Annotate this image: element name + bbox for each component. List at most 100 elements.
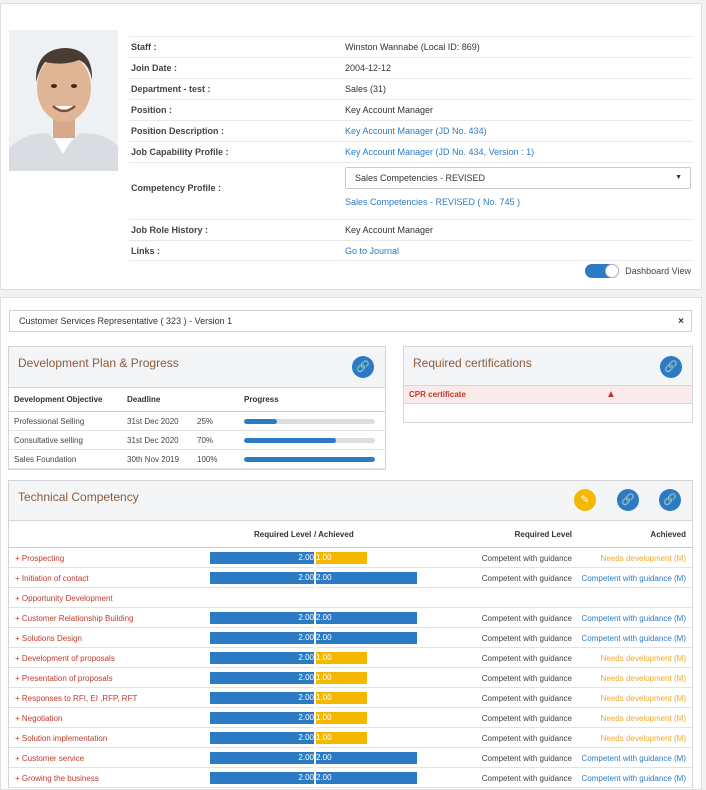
technical-competency-panel: Technical Competency ✎ 🔗 🔗 Required Leve… (8, 480, 693, 788)
certifications-header: Required certifications 🔗 (404, 347, 692, 386)
level-divider (314, 628, 316, 648)
competency-row[interactable]: + Customer service 2.00 2.00 Competent with… (9, 748, 692, 768)
level-divider (314, 728, 316, 748)
link-icon[interactable]: 🔗 (617, 489, 639, 511)
links-label: Links : (131, 245, 161, 256)
required-level-bar: 2.00 (210, 712, 315, 724)
progress-cell (244, 418, 376, 424)
competency-name[interactable]: + Opportunity Development (15, 594, 113, 603)
level-divider (314, 568, 316, 588)
deadline-cell: 30th Nov 2019 (127, 454, 180, 464)
achieved-level-bar: 1.00 (315, 692, 367, 704)
position-description-link[interactable]: Key Account Manager (JD No. 434) (345, 126, 487, 136)
certification-row[interactable]: CPR certificate ▲ (404, 386, 692, 404)
competency-row[interactable]: + Presentation of proposals 2.00 1.00 Compe… (9, 668, 692, 688)
competency-row[interactable]: + Opportunity Development (9, 588, 692, 608)
job-capability-link[interactable]: Key Account Manager (JD No. 434, Version… (345, 147, 535, 157)
progress-bar (244, 437, 375, 443)
competency-row[interactable]: + Development of proposals 2.00 1.00 Compet… (9, 648, 692, 668)
competency-name[interactable]: + Presentation of proposals (15, 674, 113, 683)
competency-row[interactable]: + Solution implementation 2.00 1.00 Compete… (9, 728, 692, 748)
link-icon[interactable]: 🔗 (352, 356, 374, 378)
competency-card: Customer Services Representative ( 323 )… (0, 297, 702, 790)
join-date-value: 2004-12-12 (345, 63, 392, 73)
job-capability-row: Job Capability Profile : Key Account Man… (129, 141, 693, 162)
position-row: Position : Key Account Manager (129, 99, 693, 120)
competency-profile-row: Competency Profile : Sales Competencies … (129, 162, 693, 219)
technical-competency-rows: + Prospecting 2.00 1.00 Competent with guid… (9, 548, 692, 788)
competency-name[interactable]: + Development of proposals (15, 654, 115, 663)
achieved-level-bar: 2.00 (315, 612, 417, 624)
objective-cell: Consultative selling (14, 435, 83, 445)
competency-name[interactable]: + Solutions Design (15, 634, 82, 643)
col-required-level: Required Level (254, 530, 312, 539)
staff-photo (9, 30, 118, 171)
close-icon[interactable]: × (678, 316, 684, 327)
level-divider (314, 708, 316, 728)
level-divider (314, 668, 316, 688)
progress-bar (244, 418, 375, 424)
competency-row[interactable]: + Responses to RFI, EI ,RFP, RFT 2.00 1.00… (9, 688, 692, 708)
required-certifications-panel: Required certifications 🔗 CPR certificat… (403, 346, 693, 423)
technical-competency-header: Technical Competency ✎ 🔗 🔗 (9, 481, 692, 521)
competency-name[interactable]: + Customer Relationship Building (15, 614, 134, 623)
join-date-label: Join Date : (131, 63, 178, 73)
achieved-level-text: Competent with guidance (M) (581, 634, 687, 643)
competency-name[interactable]: + Initiation of contact (15, 574, 89, 583)
dashboard-view-toggle-wrap: Dashboard View (585, 264, 691, 278)
achieved-level-text: Competent with guidance (M) (581, 574, 687, 583)
competency-profile-link[interactable]: Sales Competencies - REVISED ( No. 745 ) (345, 197, 521, 207)
competency-row[interactable]: + Solutions Design 2.00 2.00 Competent with… (9, 628, 692, 648)
competency-name[interactable]: + Solution implementation (15, 734, 108, 743)
col-achieved-sep: / Achieved (314, 530, 354, 539)
development-plan-table-header: Development Objective Deadline Progress (9, 388, 385, 412)
dashboard-view-toggle[interactable] (585, 264, 620, 278)
level-divider (314, 648, 316, 668)
achieved-level-text: Needs development (M) (600, 734, 686, 743)
achieved-level-bar: 2.00 (315, 632, 417, 644)
competency-name[interactable]: + Growing the business (15, 774, 99, 783)
competency-row[interactable]: + Initiation of contact 2.00 2.00 Competent… (9, 568, 692, 588)
required-level-bar: 2.00 (210, 732, 315, 744)
edit-icon[interactable]: ✎ (574, 489, 596, 511)
required-level-bar: 2.00 (210, 652, 315, 664)
percent-cell: 100% (197, 454, 218, 464)
link-icon[interactable]: 🔗 (659, 489, 681, 511)
required-level-text: Competent with guidance (481, 694, 572, 703)
competency-profile-select[interactable]: Sales Competencies - REVISED ▼ (345, 167, 691, 189)
staff-value: Winston Wannabe (Local ID: 869) (345, 42, 480, 52)
required-level-text: Competent with guidance (481, 574, 572, 583)
department-row: Department - test : Sales (31) (129, 78, 693, 99)
competency-row[interactable]: + Growing the business 2.00 2.00 Competent … (9, 768, 692, 788)
job-role-history-value: Key Account Manager (345, 225, 434, 235)
go-to-journal-link[interactable]: Go to Journal (345, 245, 400, 256)
job-role-history-label: Job Role History : (131, 225, 209, 235)
department-label: Department - test : (131, 84, 211, 94)
col-deadline: Deadline (127, 395, 161, 404)
join-date-row: Join Date : 2004-12-12 (129, 57, 693, 78)
dashboard-view-label: Dashboard View (625, 266, 691, 276)
link-icon[interactable]: 🔗 (660, 356, 682, 378)
competency-profile-label: Competency Profile : (131, 183, 222, 193)
col-required-level-text: Required Level (514, 530, 572, 539)
certification-name: CPR certificate (409, 390, 466, 399)
level-divider (314, 608, 316, 628)
competency-name[interactable]: + Negotiation (15, 714, 63, 723)
staff-info-list: Staff : Winston Wannabe (Local ID: 869) … (129, 36, 693, 261)
position-label: Position : (131, 105, 172, 115)
caret-down-icon: ▼ (675, 174, 682, 181)
required-level-bar: 2.00 (210, 692, 315, 704)
competency-row[interactable]: + Negotiation 2.00 1.00 Competent with guid… (9, 708, 692, 728)
competency-row[interactable]: + Customer Relationship Building 2.00 2.00… (9, 608, 692, 628)
development-plan-row: Consultative selling 31st Dec 2020 70% (9, 431, 385, 450)
deadline-cell: 31st Dec 2020 (127, 416, 179, 426)
competency-name[interactable]: + Prospecting (15, 554, 65, 563)
development-plan-title: Development Plan & Progress (18, 356, 179, 370)
required-level-text: Competent with guidance (481, 634, 572, 643)
competency-name[interactable]: + Customer service (15, 754, 85, 763)
staff-label: Staff : (131, 42, 157, 52)
competency-name[interactable]: + Responses to RFI, EI ,RFP, RFT (15, 694, 138, 703)
competency-row[interactable]: + Prospecting 2.00 1.00 Competent with guid… (9, 548, 692, 568)
progress-cell (244, 456, 376, 462)
job-profile-selector[interactable]: Customer Services Representative ( 323 )… (9, 310, 692, 332)
